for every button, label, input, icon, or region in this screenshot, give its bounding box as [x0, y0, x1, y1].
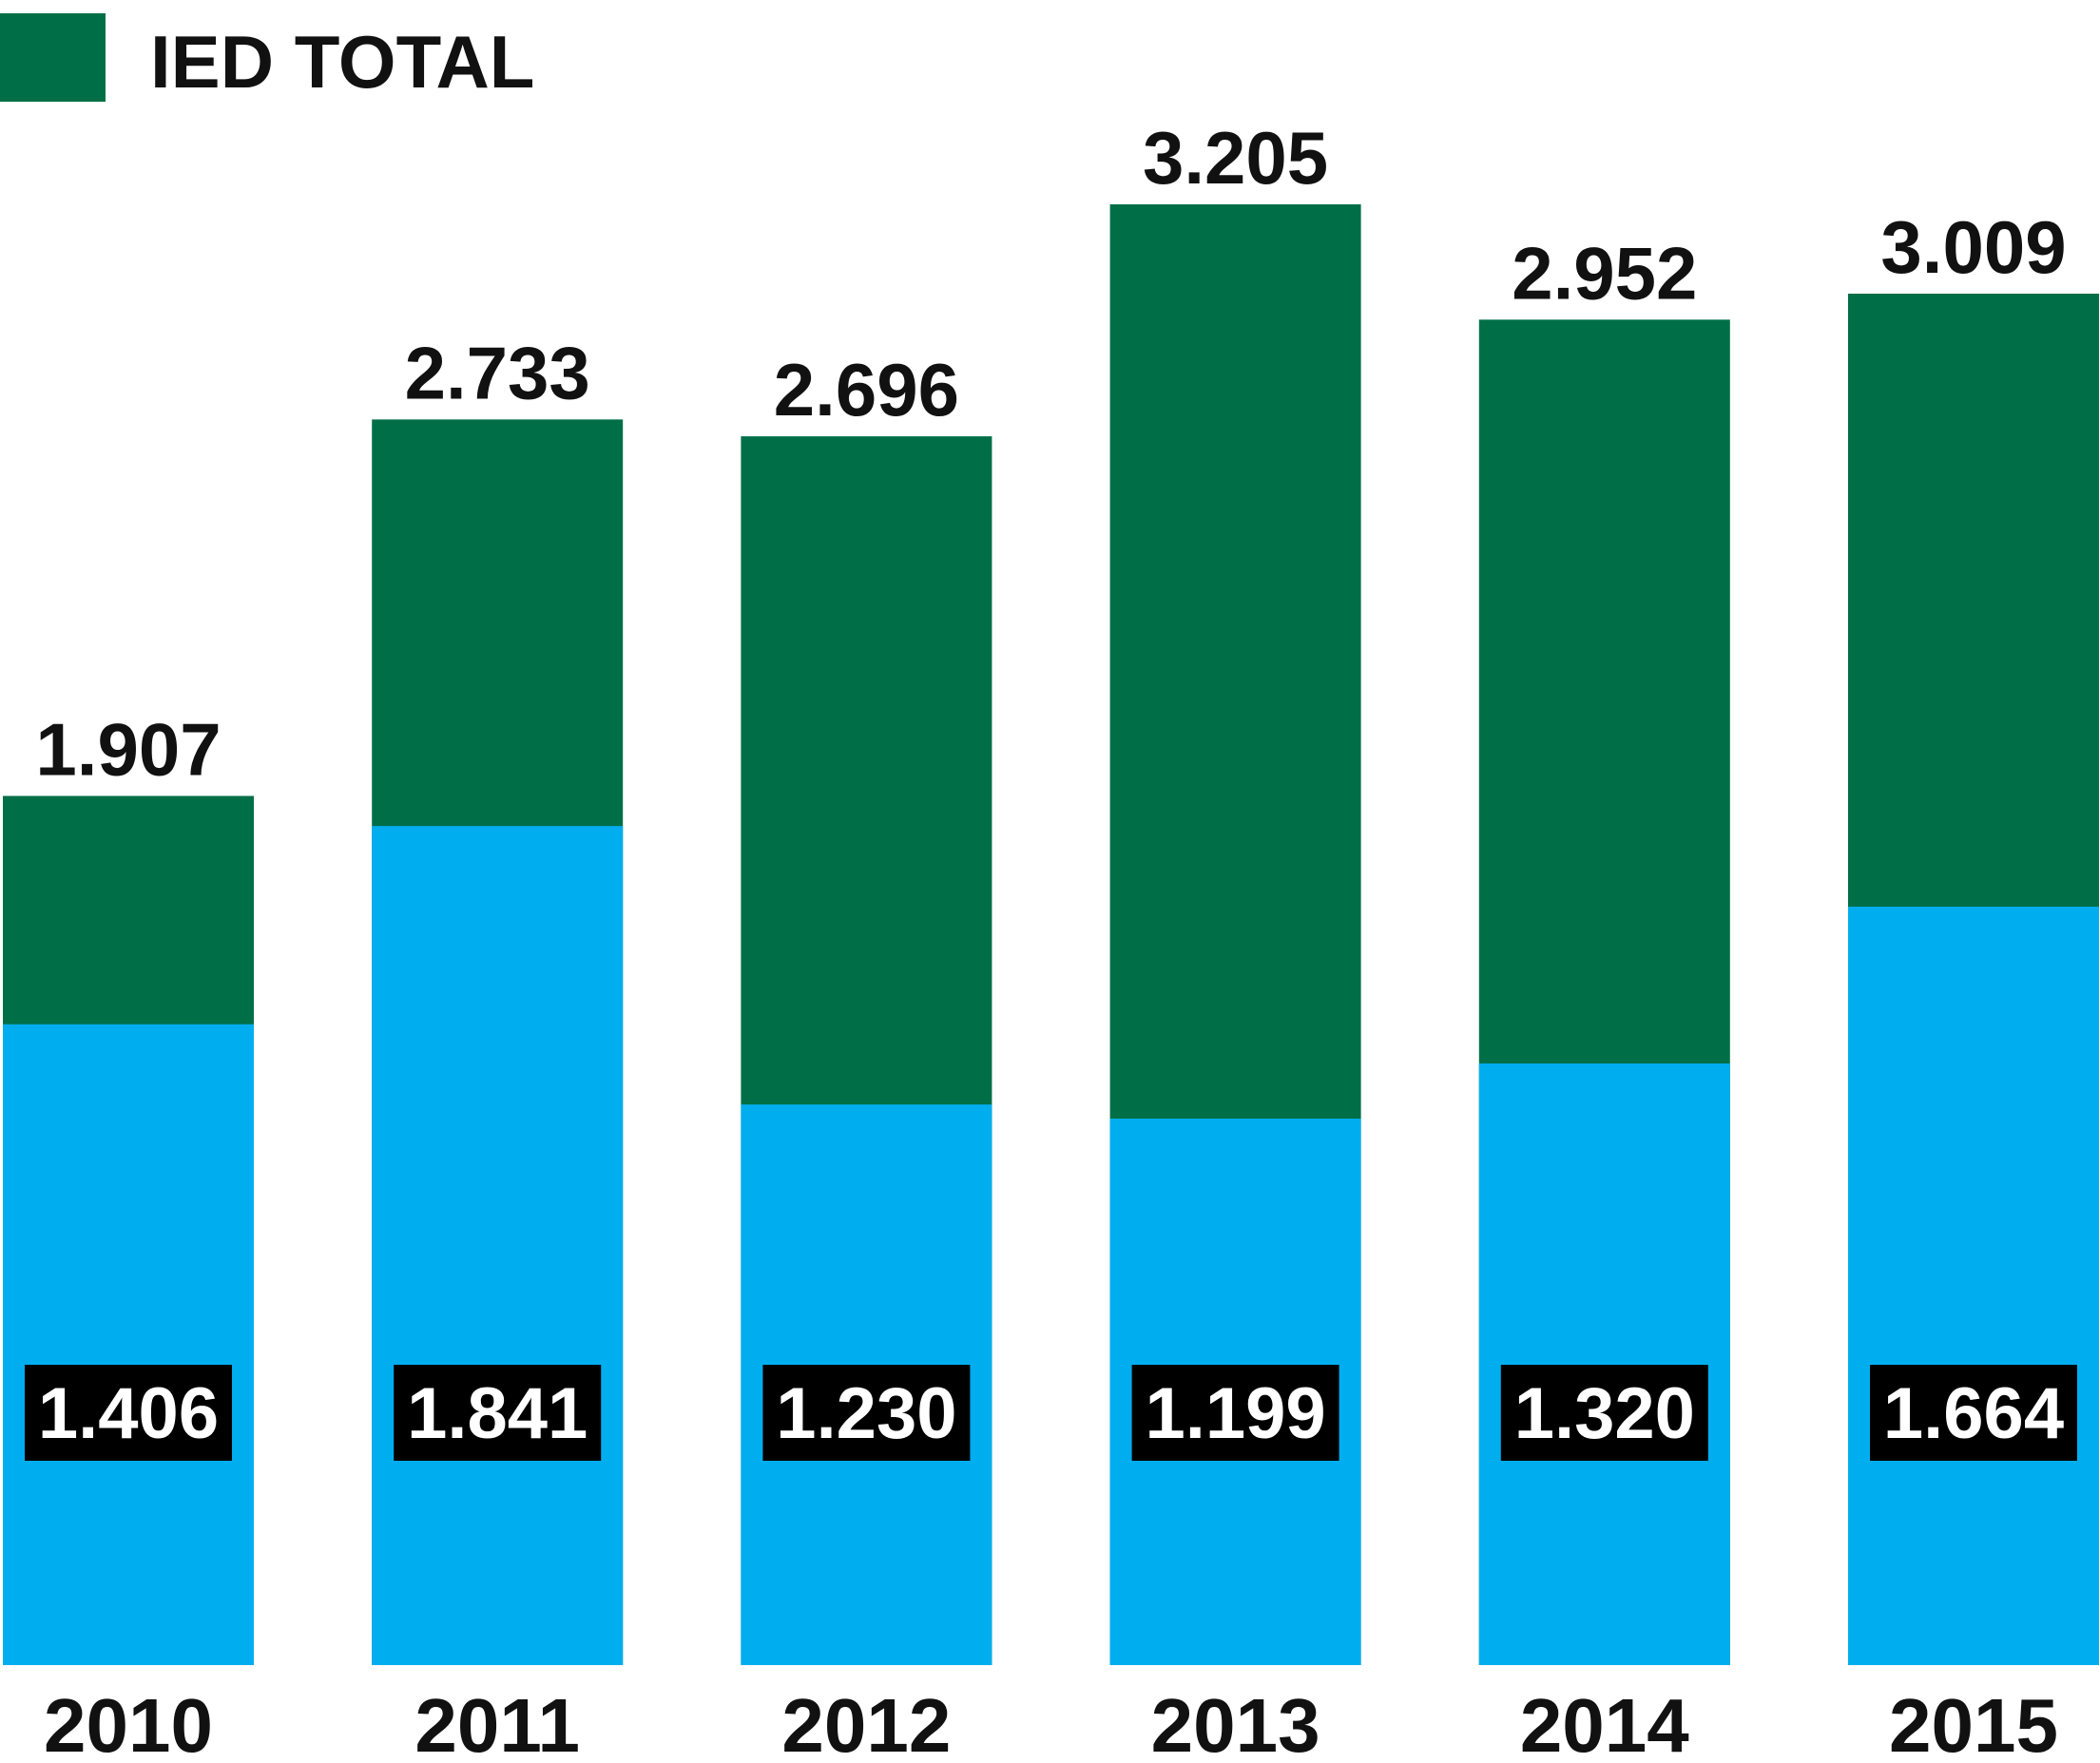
- value-box-2011: [394, 1365, 602, 1461]
- x-tick-label-2014: 2014: [1520, 1683, 1689, 1763]
- value-box-2015: [1870, 1365, 2077, 1461]
- value-box-2010: [25, 1365, 232, 1461]
- total-label-2011: 2.733: [405, 331, 590, 414]
- total-label-2014: 2.952: [1512, 231, 1697, 315]
- bars-layer: [3, 204, 2099, 1666]
- total-label-2013: 3.205: [1143, 116, 1328, 200]
- base-label-2011: 1.841: [407, 1373, 588, 1454]
- total-label-2012: 2.696: [774, 348, 959, 431]
- legend-label-ied-total: IED TOTAL: [150, 20, 534, 104]
- bar-base-2011: [372, 826, 624, 1665]
- base-label-2014: 1.320: [1514, 1373, 1695, 1454]
- total-label-2010: 1.907: [35, 707, 221, 791]
- x-tick-label-2011: 2011: [414, 1683, 580, 1763]
- base-label-2010: 1.406: [38, 1373, 219, 1454]
- bar-base-2014: [1478, 1063, 1730, 1665]
- base-label-2013: 1.199: [1146, 1373, 1326, 1454]
- value-box-2012: [762, 1365, 971, 1461]
- x-tick-label-2010: 2010: [44, 1683, 213, 1763]
- bar-base-2015: [1848, 907, 2099, 1665]
- x-tick-label-2013: 2013: [1151, 1683, 1320, 1763]
- x-tick-label-2012: 2012: [781, 1683, 951, 1763]
- total-label-2015: 3.009: [1880, 205, 2066, 289]
- base-label-2015: 1.664: [1883, 1373, 2064, 1454]
- value-box-2013: [1131, 1365, 1339, 1461]
- labels-layer: 1.907 1.406 2010 2.733 1.841 2011 2.696 1.230 20…: [25, 116, 2077, 1763]
- bar-base-2010: [3, 1024, 254, 1665]
- value-box-2014: [1500, 1365, 1708, 1461]
- legend: IED TOTAL: [0, 13, 534, 104]
- x-tick-label-2015: 2015: [1889, 1683, 2058, 1763]
- legend-swatch-ied-total: [0, 13, 106, 102]
- base-label-2012: 1.230: [776, 1373, 956, 1454]
